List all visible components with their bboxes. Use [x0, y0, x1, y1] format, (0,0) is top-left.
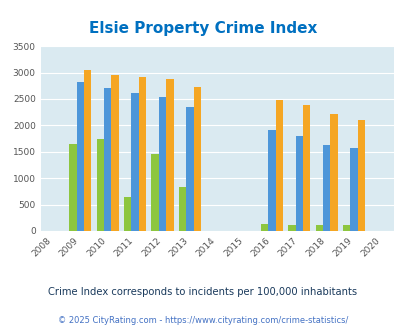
Bar [111, 75, 119, 231]
Text: Crime Index corresponds to incidents per 100,000 inhabitants: Crime Index corresponds to incidents per… [48, 287, 357, 297]
Text: Elsie Property Crime Index: Elsie Property Crime Index [89, 21, 316, 36]
Bar [77, 82, 84, 231]
Bar [342, 225, 350, 231]
Bar [166, 80, 173, 231]
Bar [69, 145, 77, 231]
Bar [260, 224, 268, 231]
Bar [139, 77, 146, 231]
Bar [131, 93, 139, 231]
Bar [302, 105, 310, 231]
Bar [288, 225, 295, 231]
Bar [330, 114, 337, 231]
Bar [84, 71, 91, 231]
Text: © 2025 CityRating.com - https://www.cityrating.com/crime-statistics/: © 2025 CityRating.com - https://www.city… [58, 315, 347, 325]
Bar [268, 130, 275, 231]
Bar [158, 97, 166, 231]
Bar [178, 187, 185, 231]
Bar [275, 100, 282, 231]
Bar [151, 154, 158, 231]
Bar [185, 107, 193, 231]
Bar [96, 139, 104, 231]
Bar [295, 136, 302, 231]
Bar [124, 197, 131, 231]
Bar [322, 145, 330, 231]
Bar [350, 148, 357, 231]
Bar [357, 119, 364, 231]
Bar [104, 88, 111, 231]
Bar [193, 87, 200, 231]
Bar [315, 225, 322, 231]
